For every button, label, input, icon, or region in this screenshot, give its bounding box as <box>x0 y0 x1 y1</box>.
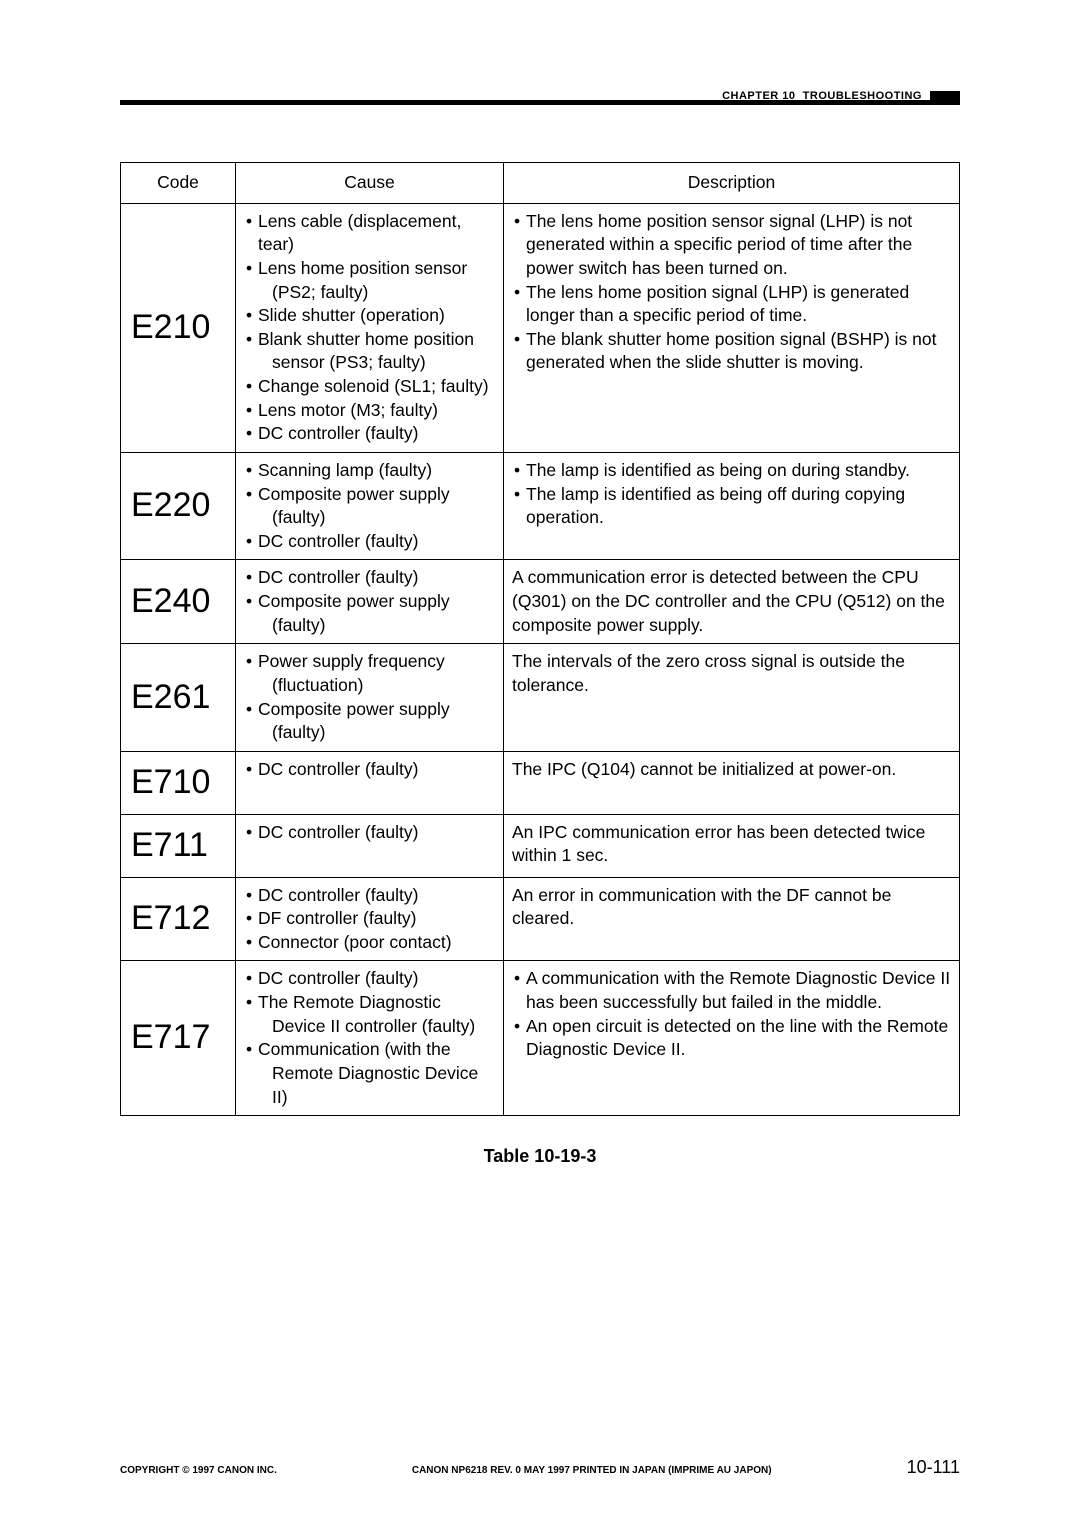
cause-item: DC controller (faulty) <box>244 967 495 991</box>
table-caption: Table 10-19-3 <box>120 1146 960 1167</box>
description-cell: A communication with the Remote Diagnost… <box>504 961 960 1116</box>
col-code: Code <box>121 163 236 204</box>
cause-item: Lens motor (M3; faulty) <box>244 399 495 423</box>
description-text: A communication error is detected betwee… <box>512 566 951 637</box>
cause-item-cont: (faulty) <box>244 721 495 745</box>
cause-item: Composite power supply <box>244 483 495 507</box>
description-item: The lamp is identified as being on durin… <box>512 459 951 483</box>
cause-item: Composite power supply <box>244 698 495 722</box>
table-row: E220Scanning lamp (faulty)Composite powe… <box>121 452 960 560</box>
cause-cell: DC controller (faulty)Composite power su… <box>236 560 504 644</box>
error-code-table: Code Cause Description E210Lens cable (d… <box>120 162 960 1116</box>
cause-item: Lens cable (displacement, tear) <box>244 210 495 257</box>
description-text: An error in communication with the DF ca… <box>512 884 951 931</box>
code-cell: E717 <box>121 961 236 1116</box>
description-item: The lens home position sensor signal (LH… <box>512 210 951 281</box>
description-cell: The intervals of the zero cross signal i… <box>504 644 960 752</box>
cause-cell: Scanning lamp (faulty)Composite power su… <box>236 452 504 560</box>
code-cell: E210 <box>121 203 236 452</box>
cause-cell: Lens cable (displacement, tear)Lens home… <box>236 203 504 452</box>
cause-item-cont: sensor (PS3; faulty) <box>244 351 495 375</box>
description-item: A communication with the Remote Diagnost… <box>512 967 951 1014</box>
cause-cell: DC controller (faulty)The Remote Diagnos… <box>236 961 504 1116</box>
cause-item: DC controller (faulty) <box>244 422 495 446</box>
col-cause: Cause <box>236 163 504 204</box>
code-cell: E220 <box>121 452 236 560</box>
cause-item: Change solenoid (SL1; faulty) <box>244 375 495 399</box>
table-row: E240DC controller (faulty)Composite powe… <box>121 560 960 644</box>
description-cell: The lens home position sensor signal (LH… <box>504 203 960 452</box>
table-row: E261Power supply frequency(fluctuation)C… <box>121 644 960 752</box>
description-text: The IPC (Q104) cannot be initialized at … <box>512 758 951 782</box>
cause-item: Communication (with the <box>244 1038 495 1062</box>
cause-item: The Remote Diagnostic <box>244 991 495 1015</box>
cause-item: Composite power supply <box>244 590 495 614</box>
cause-item: Scanning lamp (faulty) <box>244 459 495 483</box>
cause-item: DC controller (faulty) <box>244 821 495 845</box>
cause-item: Connector (poor contact) <box>244 931 495 955</box>
cause-item-cont: (fluctuation) <box>244 674 495 698</box>
code-cell: E261 <box>121 644 236 752</box>
table-row: E710 DC controller (faulty) The IPC (Q104)… <box>121 751 960 814</box>
description-cell: The IPC (Q104) cannot be initialized at … <box>504 751 960 814</box>
cause-item: DC controller (faulty) <box>244 530 495 554</box>
description-text: An IPC communication error has been dete… <box>512 821 951 868</box>
code-cell: E710 <box>121 751 236 814</box>
cause-item-cont: Remote Diagnostic Device II) <box>244 1062 495 1109</box>
description-item: The lamp is identified as being off duri… <box>512 483 951 530</box>
cause-cell: Power supply frequency(fluctuation)Compo… <box>236 644 504 752</box>
cause-cell: DC controller (faulty)DF controller (fau… <box>236 877 504 961</box>
code-cell: E240 <box>121 560 236 644</box>
cause-cell: DC controller (faulty) <box>236 814 504 877</box>
table-row: E712DC controller (faulty)DF controller … <box>121 877 960 961</box>
cause-item: DF controller (faulty) <box>244 907 495 931</box>
cause-item: DC controller (faulty) <box>244 758 495 782</box>
cause-item-cont: Device II controller (faulty) <box>244 1015 495 1039</box>
description-item: An open circuit is detected on the line … <box>512 1015 951 1062</box>
footer-page: 10-111 <box>907 1457 960 1478</box>
code-cell: E711 <box>121 814 236 877</box>
code-cell: E712 <box>121 877 236 961</box>
footer-center: CANON NP6218 REV. 0 MAY 1997 PRINTED IN … <box>412 1465 772 1476</box>
col-description: Description <box>504 163 960 204</box>
table-row: E210Lens cable (displacement, tear)Lens … <box>121 203 960 452</box>
cause-item-cont: (faulty) <box>244 506 495 530</box>
table-row: E717DC controller (faulty)The Remote Dia… <box>121 961 960 1116</box>
cause-item: Power supply frequency <box>244 650 495 674</box>
description-cell: An error in communication with the DF ca… <box>504 877 960 961</box>
cause-item: Slide shutter (operation) <box>244 304 495 328</box>
footer-copyright: COPYRIGHT © 1997 CANON INC. <box>120 1465 277 1476</box>
table-row: E711 DC controller (faulty) An IPC communi… <box>121 814 960 877</box>
description-item: The blank shutter home position signal (… <box>512 328 951 375</box>
cause-item-cont: (PS2; faulty) <box>244 281 495 305</box>
cause-cell: DC controller (faulty) <box>236 751 504 814</box>
cause-item-cont: (faulty) <box>244 614 495 638</box>
description-text: The intervals of the zero cross signal i… <box>512 650 951 697</box>
description-cell: A communication error is detected betwee… <box>504 560 960 644</box>
cause-item: DC controller (faulty) <box>244 566 495 590</box>
cause-item: Blank shutter home position <box>244 328 495 352</box>
cause-item: DC controller (faulty) <box>244 884 495 908</box>
description-item: The lens home position signal (LHP) is g… <box>512 281 951 328</box>
page-footer: COPYRIGHT © 1997 CANON INC. CANON NP6218… <box>120 1457 960 1478</box>
description-cell: An IPC communication error has been dete… <box>504 814 960 877</box>
description-cell: The lamp is identified as being on durin… <box>504 452 960 560</box>
cause-item: Lens home position sensor <box>244 257 495 281</box>
